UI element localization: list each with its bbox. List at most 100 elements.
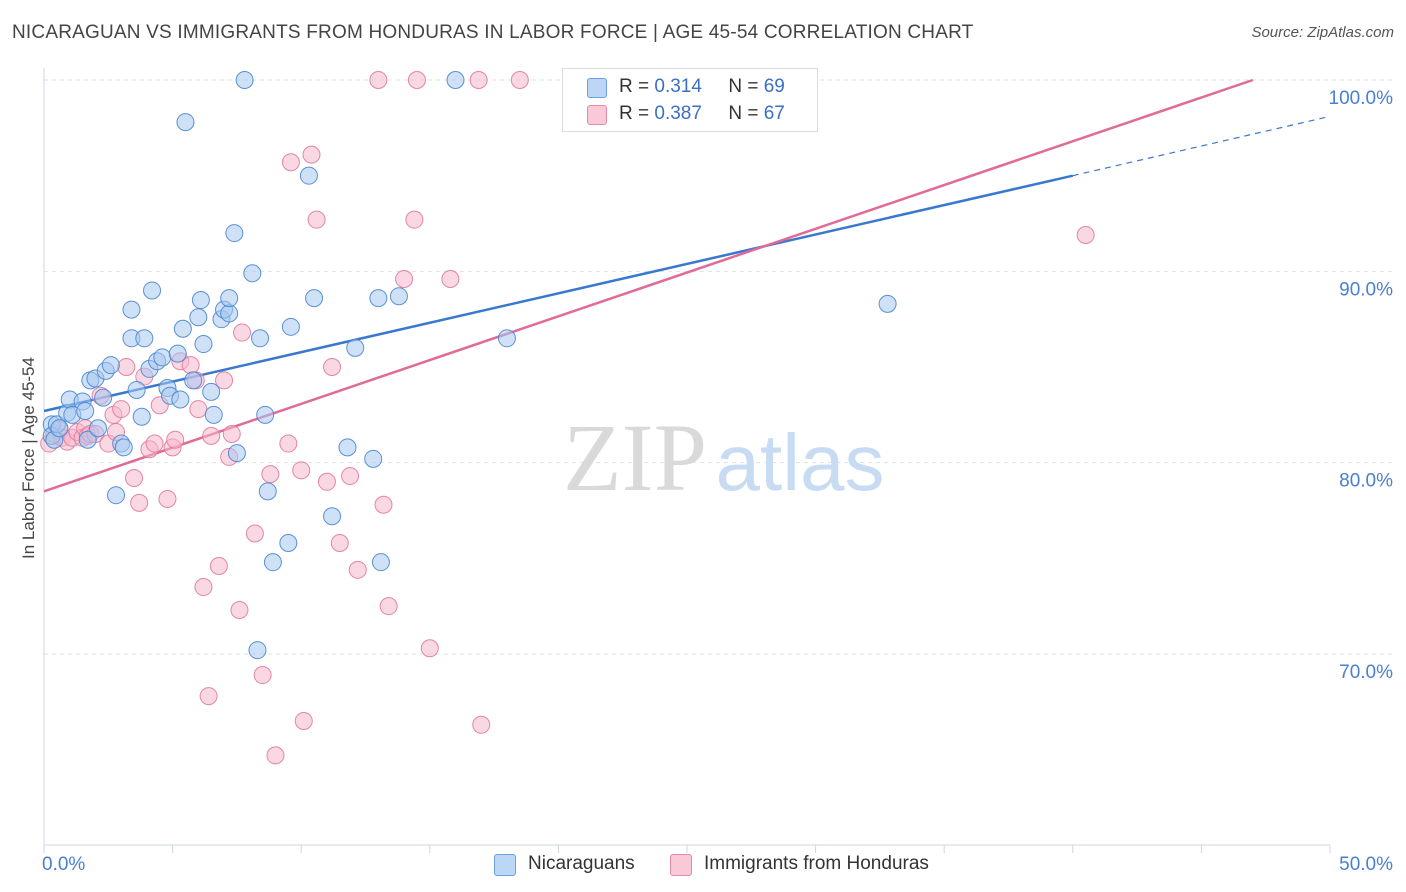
nicaraguan-point [338, 438, 357, 457]
honduras-point [1076, 225, 1095, 244]
data-points [40, 71, 1095, 765]
legend-n-value: 69 [763, 76, 785, 97]
y-tick-label: 100.0% [1329, 88, 1394, 109]
nicaraguan-point [243, 264, 262, 283]
honduras-point [510, 71, 529, 89]
nicaraguan-point [323, 507, 342, 526]
honduras-point [261, 465, 280, 484]
y-tick-labels: 70.0% 80.0% 90.0% 100.0% [1329, 88, 1394, 683]
honduras-point [166, 430, 185, 449]
honduras-point [125, 468, 144, 487]
honduras-point [189, 400, 208, 419]
honduras-point [117, 358, 136, 376]
nicaraguan-point [89, 419, 108, 438]
honduras-point [405, 210, 424, 229]
honduras-point [112, 400, 131, 419]
legend-r-value: 0.314 [654, 76, 702, 97]
x-tick-label-max: 50.0% [1339, 854, 1393, 875]
nicaraguan-point [225, 224, 244, 243]
honduras-point [420, 639, 439, 658]
honduras-point [374, 495, 393, 514]
y-axis-label: In Labor Force | Age 45-54 [19, 357, 38, 559]
nicaraguan-trend-extension [1072, 115, 1331, 177]
nicaraguan-point [263, 553, 282, 572]
watermark-zip: ZIP [563, 404, 707, 511]
nicaraguan-point [191, 291, 210, 310]
nicaraguan-point [114, 438, 133, 457]
honduras-point [209, 556, 228, 575]
nicaraguan-point [281, 317, 300, 336]
nicaraguan-point [173, 319, 192, 338]
honduras-point [281, 153, 300, 172]
watermark: ZIP atlas [563, 404, 884, 511]
honduras-point [202, 426, 221, 445]
bottom-legend-label: Nicaraguans [528, 853, 635, 874]
nicaraguan-point [258, 482, 277, 501]
nicaraguan-point [299, 166, 318, 185]
honduras-point [369, 71, 388, 89]
honduras-point [158, 490, 177, 509]
honduras-point [469, 71, 488, 89]
nicaraguan-point [122, 300, 141, 319]
y-tick-label: 70.0% [1339, 662, 1393, 683]
nicaraguan-point [235, 71, 254, 89]
honduras-point [230, 600, 249, 619]
trend-lines [43, 78, 1331, 493]
bottom-legend-swatch-blue [494, 854, 516, 876]
nicaraguan-point [135, 329, 154, 348]
nicaraguan-point [168, 344, 187, 363]
nicaraguan-point [256, 405, 275, 424]
honduras-point [194, 578, 213, 597]
nicaraguan-point [107, 486, 126, 505]
legend-n-value: 67 [763, 103, 785, 124]
nicaraguan-point [227, 444, 246, 463]
nicaraguan-point [127, 380, 146, 399]
x-tick-label-min: 0.0% [42, 854, 85, 875]
nicaraguan-point [389, 287, 408, 306]
nicaraguan-point [153, 348, 172, 367]
nicaraguan-point [143, 281, 162, 300]
honduras-point [292, 461, 311, 480]
honduras-point [253, 666, 272, 685]
honduras-point [317, 472, 336, 491]
honduras-point [215, 371, 234, 390]
legend-r-label: R = [619, 76, 650, 97]
honduras-trend-line [43, 78, 1254, 493]
nicaraguan-point [369, 289, 388, 308]
legend-swatch-blue [587, 78, 607, 98]
nicaraguan-trend-line [43, 174, 1074, 413]
nicaraguan-point [346, 338, 365, 357]
nicaraguan-point [132, 407, 151, 426]
nicaraguan-point [248, 641, 267, 660]
nicaraguan-point [194, 335, 213, 354]
honduras-point [233, 323, 252, 342]
legend-swatch-pink [587, 105, 607, 125]
nicaraguan-point [220, 304, 239, 323]
nicaraguan-point [50, 419, 69, 438]
nicaraguan-point [189, 308, 208, 327]
axes [43, 68, 1331, 853]
nicaraguan-point [184, 371, 203, 390]
legend-r-value: 0.387 [654, 103, 702, 124]
honduras-point [245, 524, 264, 543]
nicaraguan-point [279, 534, 298, 553]
nicaraguan-point [497, 329, 516, 348]
nicaraguan-point [446, 71, 465, 89]
honduras-point [341, 467, 360, 486]
honduras-point [472, 715, 491, 734]
gridlines [44, 79, 1392, 655]
source-label: Source: ZipAtlas.com [1251, 24, 1394, 41]
honduras-point [379, 597, 398, 616]
honduras-point [294, 711, 313, 730]
honduras-point [307, 210, 326, 229]
nicaraguan-point [176, 113, 195, 132]
honduras-point [222, 424, 241, 443]
honduras-point [279, 434, 298, 453]
honduras-point [441, 269, 460, 288]
nicaraguan-point [101, 356, 120, 375]
honduras-point [145, 434, 164, 453]
nicaraguan-point [251, 329, 270, 348]
legend-n-label: N = [728, 103, 759, 124]
nicaraguan-point [878, 294, 897, 313]
